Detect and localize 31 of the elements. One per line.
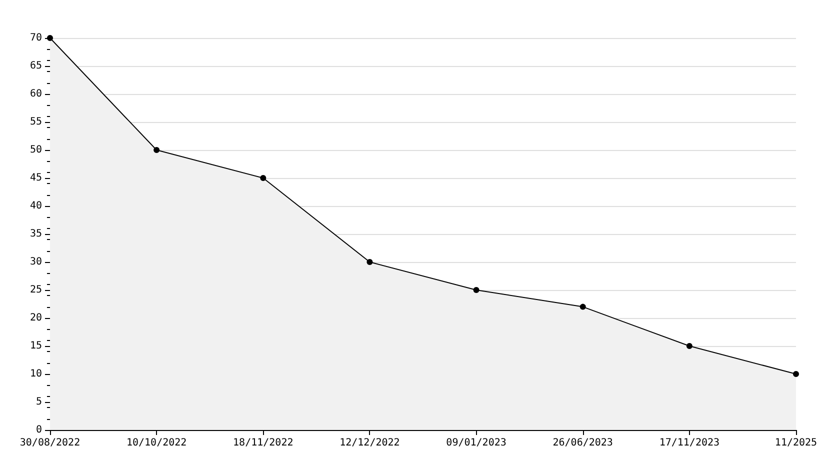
y-tick-label: 5 bbox=[36, 396, 42, 408]
y-tick-label: 60 bbox=[30, 88, 42, 100]
point bbox=[366, 259, 373, 265]
y-tick-label: 25 bbox=[30, 284, 42, 296]
x-tick-label: 30/08/2022 bbox=[20, 438, 80, 448]
x-tick-label: 09/01/2023 bbox=[446, 438, 506, 448]
y-tick-label: 40 bbox=[30, 200, 42, 212]
y-tick-label: 35 bbox=[30, 228, 42, 240]
y-tick-label: 50 bbox=[30, 144, 42, 156]
x-tick-label: 26/06/2023 bbox=[552, 438, 613, 448]
y-tick-label: 10 bbox=[30, 368, 42, 380]
point bbox=[260, 175, 266, 181]
point bbox=[47, 35, 53, 41]
x-tick-label: 10/10/2022 bbox=[126, 438, 187, 448]
point bbox=[580, 304, 586, 310]
y-tick-label: 20 bbox=[30, 312, 42, 324]
y-tick-label: 45 bbox=[30, 172, 42, 184]
y-tick-label: 30 bbox=[30, 256, 42, 268]
x-tick-label: 17/11/2023 bbox=[659, 438, 720, 448]
x-tick-label: 18/11/2022 bbox=[233, 438, 294, 448]
y-tick-label: 65 bbox=[30, 60, 42, 72]
x-tick-label: 12/12/2022 bbox=[340, 438, 400, 448]
point bbox=[793, 371, 799, 377]
x-tick-label: 11/2025 bbox=[774, 438, 818, 448]
y-tick-label: 0 bbox=[36, 424, 42, 436]
y-tick-label: 70 bbox=[30, 32, 42, 44]
point bbox=[473, 287, 480, 293]
y-tick-label: 15 bbox=[30, 340, 42, 352]
point bbox=[154, 147, 160, 153]
y-tick-label: 55 bbox=[30, 116, 42, 128]
point bbox=[686, 343, 692, 349]
